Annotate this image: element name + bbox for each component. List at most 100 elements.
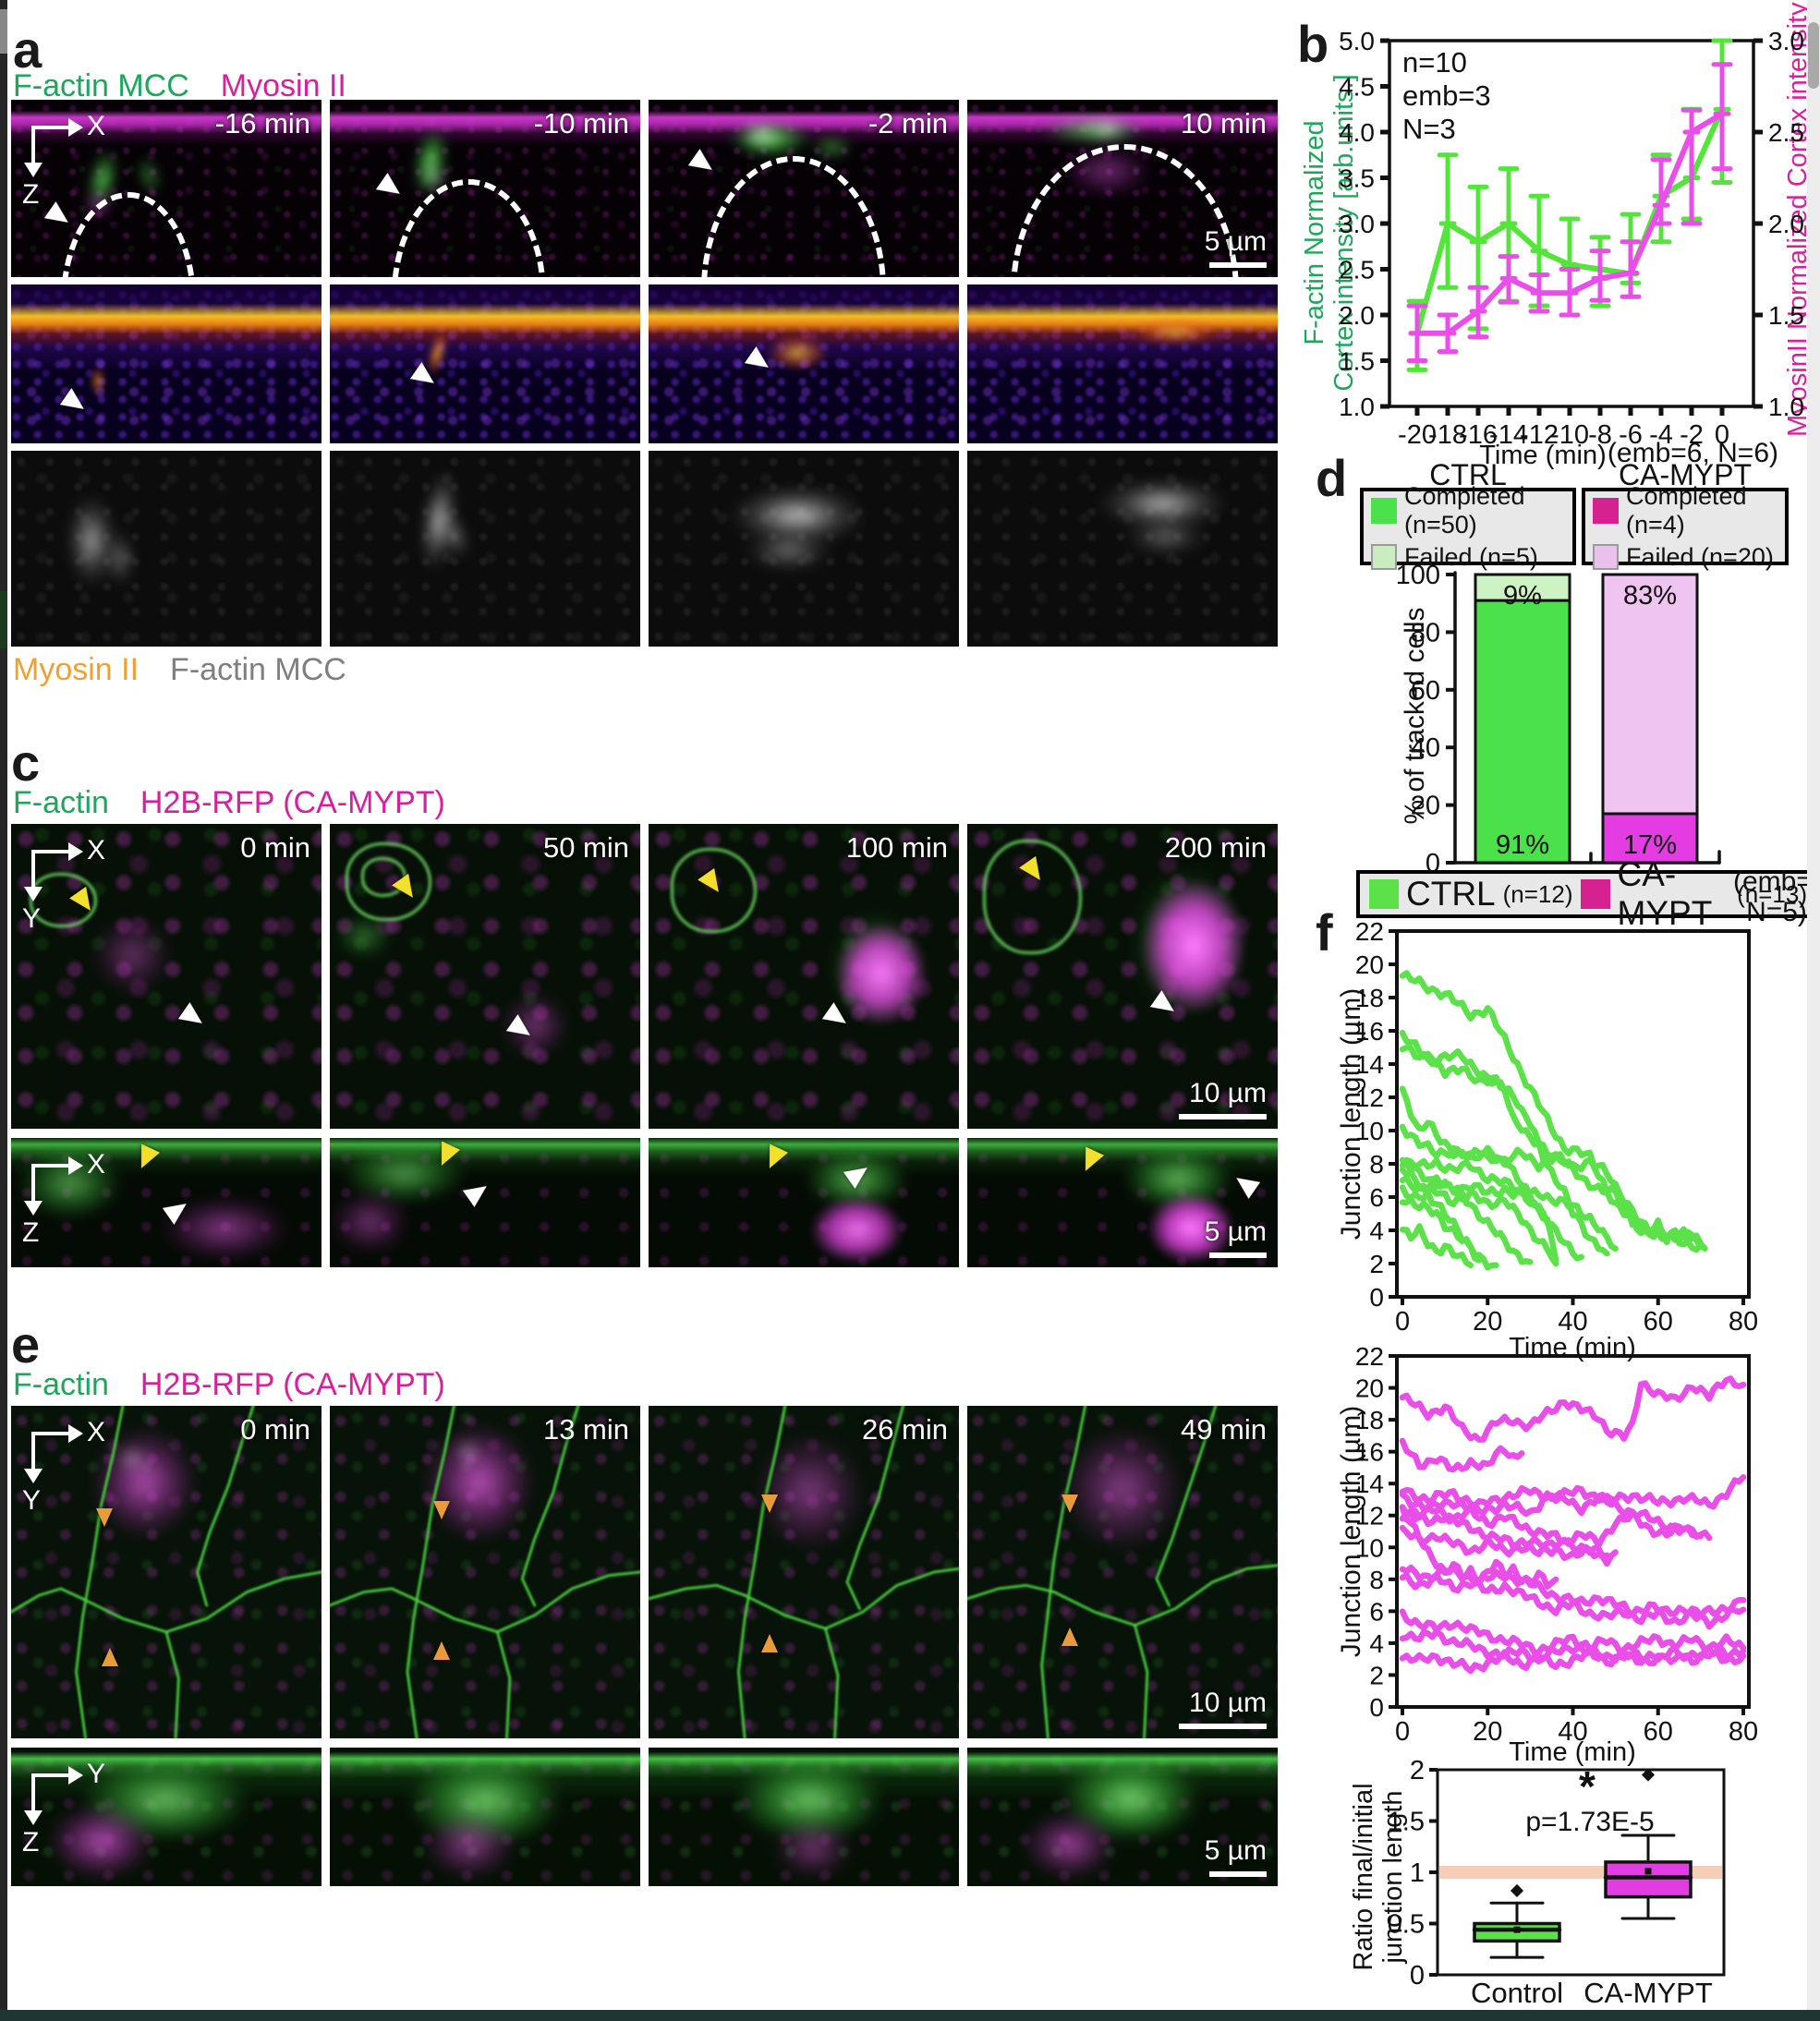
svg-text:2.5: 2.5 xyxy=(1768,118,1804,147)
svg-text:20: 20 xyxy=(1411,792,1440,821)
fluorescence-blob xyxy=(48,1803,154,1880)
svg-text:83%: 83% xyxy=(1623,581,1677,611)
svg-text:6: 6 xyxy=(1369,1597,1384,1626)
scale-bar: 10 µm xyxy=(1179,1078,1267,1119)
micrograph-frame xyxy=(330,451,640,647)
panel-e-channel-legend: F-actin H2B-RFP (CA-MYPT) xyxy=(13,1367,445,1403)
panel-a-bottom-legend: Myosin II F-actin MCC xyxy=(13,652,346,688)
svg-text:3.0: 3.0 xyxy=(1768,27,1804,55)
fluorescence-blob xyxy=(772,1817,854,1880)
camypt-swatch-icon xyxy=(1580,879,1610,909)
time-label: -10 min xyxy=(533,107,629,139)
svg-text:emb=3: emb=3 xyxy=(1402,79,1491,112)
scrollbar-thumb[interactable] xyxy=(1808,22,1819,89)
axis-arrow-icon xyxy=(68,1424,83,1443)
scrollbar-track[interactable] xyxy=(1807,0,1820,2021)
micrograph-frame: 13 min xyxy=(330,1406,640,1738)
svg-text:60: 60 xyxy=(1644,1307,1673,1337)
dashed-dome-outline xyxy=(392,179,546,277)
white-arrowhead-icon xyxy=(375,173,406,203)
svg-text:10: 10 xyxy=(1355,1533,1384,1562)
channel-label-factin: F-actin xyxy=(13,1367,109,1402)
axis-arrow-icon xyxy=(68,1156,83,1175)
fluorescence-blob xyxy=(454,1439,482,1466)
svg-text:p=1.73E-5: p=1.73E-5 xyxy=(1525,1807,1654,1837)
axis-arrow-icon xyxy=(31,850,70,853)
svg-text:2: 2 xyxy=(1369,1250,1384,1278)
panel-d-legend-camypt: Completed (n=4) Failed (n=20) xyxy=(1582,482,1789,571)
axis-arrow-icon xyxy=(31,1773,35,1812)
panel-b-label: b xyxy=(1297,15,1329,73)
scale-bar-label: 10 µm xyxy=(1189,1078,1267,1108)
axis-arrow-icon xyxy=(31,1432,35,1470)
svg-text:2.0: 2.0 xyxy=(1339,301,1375,330)
svg-text:4.5: 4.5 xyxy=(1339,73,1375,102)
micrograph-frame: X Z -16 min xyxy=(11,100,322,277)
svg-text:4: 4 xyxy=(1369,1629,1384,1658)
scale-bar: 10 µm xyxy=(1179,1688,1267,1729)
fluorescence-blob xyxy=(1122,517,1210,557)
svg-text:0.5: 0.5 xyxy=(1388,1910,1425,1940)
panel-f-note: (emb=5, N=5) xyxy=(1733,866,1820,927)
dashed-dome-outline xyxy=(701,156,887,277)
panel-b-chart: 1.0 1.5 2.0 2.5 3.0 3.5 4.0 4.5 5.0 1.0 1.5 2.0 2.5 3… xyxy=(1339,27,1804,450)
axis-letter: X xyxy=(87,1149,106,1180)
time-label: 50 min xyxy=(542,831,629,864)
scale-bar: 5 µm xyxy=(1205,1216,1267,1258)
panel-a-label: a xyxy=(13,20,42,79)
fluorescence-blob xyxy=(1085,121,1129,139)
micrograph-frame xyxy=(649,284,959,443)
panel-f-boxplot: 0 0.5 1 1.5 2 Control CA-MYPT * p=1.73E-5 xyxy=(1388,1756,1726,2009)
axis-letter: Z xyxy=(22,1217,40,1248)
fluorescence-blob xyxy=(67,493,117,588)
svg-text:4: 4 xyxy=(1369,1216,1384,1245)
svg-text:n=10: n=10 xyxy=(1402,46,1467,79)
svg-text:2: 2 xyxy=(1369,1661,1384,1689)
legend-item-label: Failed (n=5) xyxy=(1404,542,1538,571)
svg-text:20: 20 xyxy=(1473,1717,1502,1747)
panel-f-legend: CTRL (n=12) CA-MYPT (n=13) xyxy=(1356,855,1820,932)
panel-a-row-gray xyxy=(11,451,1278,647)
svg-text:1.5: 1.5 xyxy=(1768,301,1804,330)
svg-text:18: 18 xyxy=(1355,1406,1384,1434)
fluorescence-blob xyxy=(103,528,136,588)
svg-text:18: 18 xyxy=(1355,984,1384,1012)
panel-e-label: e xyxy=(11,1315,41,1374)
legend-item-label: CA-MYPT xyxy=(1617,855,1713,932)
junction-lines xyxy=(967,1406,1278,1738)
fluorescence-blob xyxy=(741,528,835,573)
axis-letter: X xyxy=(87,835,106,865)
panel-f-label: f xyxy=(1316,903,1333,962)
svg-text:9%: 9% xyxy=(1503,581,1542,611)
panel-d-legend-ctrl: Completed (n=50) Failed (n=5) xyxy=(1360,482,1576,571)
time-label: 13 min xyxy=(542,1413,629,1446)
axis-arrow-icon xyxy=(31,1432,70,1435)
legend-item-label: Completed (n=50) xyxy=(1404,481,1525,539)
svg-text:0: 0 xyxy=(1410,1961,1425,1991)
orange-arrowhead-icon xyxy=(760,1495,778,1514)
completed-swatch-icon xyxy=(1593,497,1619,524)
axis-letter: Y xyxy=(22,1485,42,1516)
scale-bar-line xyxy=(1179,1114,1267,1119)
micrograph-frame: 5 µm xyxy=(967,1138,1278,1267)
panel-f3-ylabel: Ratio final/initial junction length xyxy=(1349,1783,1409,1971)
time-label: 26 min xyxy=(861,1413,948,1446)
scale-bar: 5 µm xyxy=(1205,1835,1267,1877)
micrograph-frame: 200 min 10 µm xyxy=(967,824,1278,1129)
yellow-arrowhead-icon xyxy=(132,1144,161,1173)
axis-arrow-icon xyxy=(31,1164,70,1168)
white-arrowhead-icon xyxy=(59,388,91,418)
svg-text:0: 0 xyxy=(1715,420,1729,450)
fluorescence-blob xyxy=(729,486,867,545)
panel-f-chart-ctrl: 0 2 4 6 8 10 12 14 16 18 20 22 0 20 40 60 80 xyxy=(1355,917,1758,1337)
